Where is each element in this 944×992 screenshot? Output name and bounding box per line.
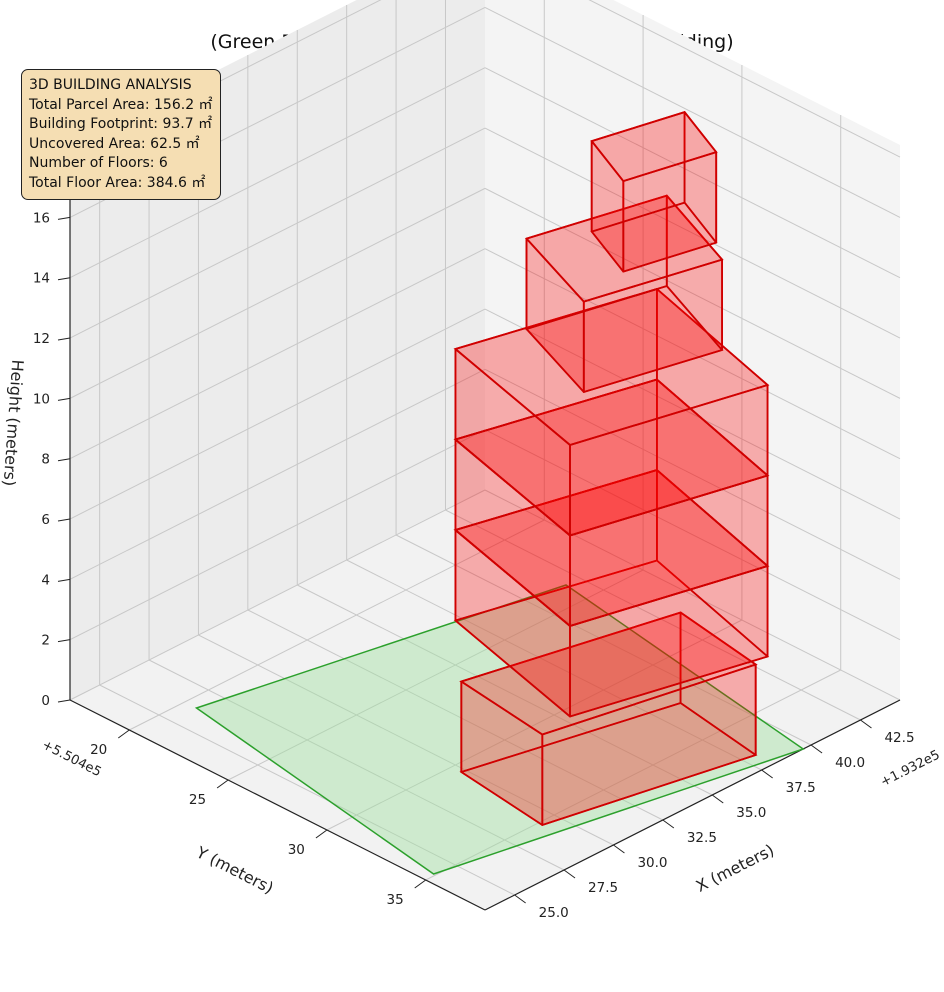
x-tick-label: 32.5 <box>687 830 717 846</box>
x-grid-floor <box>445 509 861 721</box>
z-tick-mark <box>57 277 71 281</box>
x-tick-label: 40.0 <box>835 755 865 771</box>
z-tick-label: 6 <box>41 512 50 528</box>
x-tick-mark <box>563 869 576 879</box>
z-tick-mark <box>57 699 71 703</box>
data-volumes <box>194 111 805 875</box>
z-tick-label: 10 <box>33 391 50 407</box>
z-grid-right <box>484 308 901 520</box>
info-uncovered-area: Uncovered Area: 62.5 ㎡ <box>29 135 200 152</box>
y-grid-floor <box>227 569 644 781</box>
z-tick-mark <box>57 578 71 582</box>
z-axis-label: Height (meters) <box>0 359 27 487</box>
info-heading: 3D BUILDING ANALYSIS <box>29 77 192 93</box>
z-tick-label: 4 <box>41 572 50 588</box>
x-tick-label: 35.0 <box>736 805 766 821</box>
floor-6-top-face <box>590 111 718 183</box>
info-number-of-floors: Number of Floors: 6 <box>29 155 168 171</box>
y-tick-mark <box>315 829 328 839</box>
y-axis-line <box>69 699 486 911</box>
z-grid-right <box>484 489 901 701</box>
x-grid-floor <box>198 634 614 846</box>
y-tick-label: 30 <box>288 842 305 858</box>
z-grid-back <box>69 127 486 339</box>
z-grid-right <box>484 429 901 641</box>
info-total-parcel-area: Total Parcel Area: 156.2 ㎡ <box>29 96 213 113</box>
z-grid-back <box>69 368 486 580</box>
y-grid-floor <box>326 619 743 831</box>
y-tick-mark <box>414 879 427 889</box>
z-tick-mark <box>57 639 71 643</box>
z-grid-right <box>484 127 901 339</box>
z-grid-right <box>484 6 901 218</box>
z-tick-mark <box>57 397 71 401</box>
back-pane-right <box>485 0 900 700</box>
x-tick-mark <box>711 794 724 804</box>
y-grid-floor <box>129 519 545 731</box>
x-axis-line <box>484 699 901 911</box>
z-grid-right <box>588 0 901 158</box>
z-tick-mark <box>57 337 71 341</box>
x-tick-mark <box>860 719 872 729</box>
x-grid-floor <box>346 559 762 771</box>
x-axis-offset-text: +1.932e5 <box>878 748 942 791</box>
z-grid-back <box>69 489 486 701</box>
x-grid-floor <box>247 609 664 821</box>
x-tick-mark <box>613 844 625 854</box>
x-tick-label: 27.5 <box>588 880 618 896</box>
z-grid-back <box>69 308 486 520</box>
z-grid-back <box>69 429 486 641</box>
z-tick-mark <box>57 216 71 220</box>
z-tick-label: 2 <box>41 633 50 649</box>
z-tick-label: 12 <box>33 331 50 347</box>
x-tick-label: 30.0 <box>637 855 667 871</box>
x-grid-floor <box>99 684 515 896</box>
z-tick-label: 14 <box>33 271 50 287</box>
parcel-platform <box>194 584 805 875</box>
x-grid-floor <box>395 534 812 746</box>
x-tick-mark <box>514 894 526 904</box>
z-grid-right <box>484 67 901 279</box>
info-total-floor-area: Total Floor Area: 384.6 ㎡ <box>29 174 206 191</box>
y-tick-mark <box>117 729 130 739</box>
z-tick-label: 16 <box>33 210 50 226</box>
y-tick-label: 35 <box>387 892 404 908</box>
y-grid-floor <box>425 669 841 881</box>
floor-1-top-face <box>459 611 758 736</box>
y-tick-label: 25 <box>189 792 206 808</box>
z-grid-right <box>484 187 901 399</box>
x-tick-label: 37.5 <box>786 780 816 796</box>
floor-5-top-face <box>524 194 724 303</box>
x-tick-mark <box>761 769 773 779</box>
z-grid-right <box>484 248 901 460</box>
z-grid-back <box>69 67 486 279</box>
z-tick-label: 8 <box>41 452 50 468</box>
x-grid-floor <box>297 584 713 796</box>
z-grid-back <box>69 248 486 460</box>
info-building-footprint: Building Footprint: 93.7 ㎡ <box>29 116 213 132</box>
z-tick-label: 0 <box>41 693 50 709</box>
y-axis-label: Y (meters) <box>192 842 276 897</box>
y-tick-label: 20 <box>90 742 107 758</box>
y-tick-mark <box>216 779 229 789</box>
analysis-info-box: 3D BUILDING ANALYSIS Total Parcel Area: … <box>21 69 221 200</box>
z-tick-mark <box>57 458 71 462</box>
x-tick-mark <box>810 744 823 754</box>
x-tick-mark <box>662 819 675 829</box>
axis-lines <box>69 145 901 911</box>
x-grid-floor <box>148 659 565 871</box>
z-grid-back <box>69 187 486 399</box>
z-grid-right <box>484 368 901 580</box>
x-axis-label: X (meters) <box>693 840 777 896</box>
x-tick-label: 25.0 <box>539 905 569 921</box>
z-tick-mark <box>57 518 71 522</box>
x-tick-label: 42.5 <box>884 730 914 746</box>
